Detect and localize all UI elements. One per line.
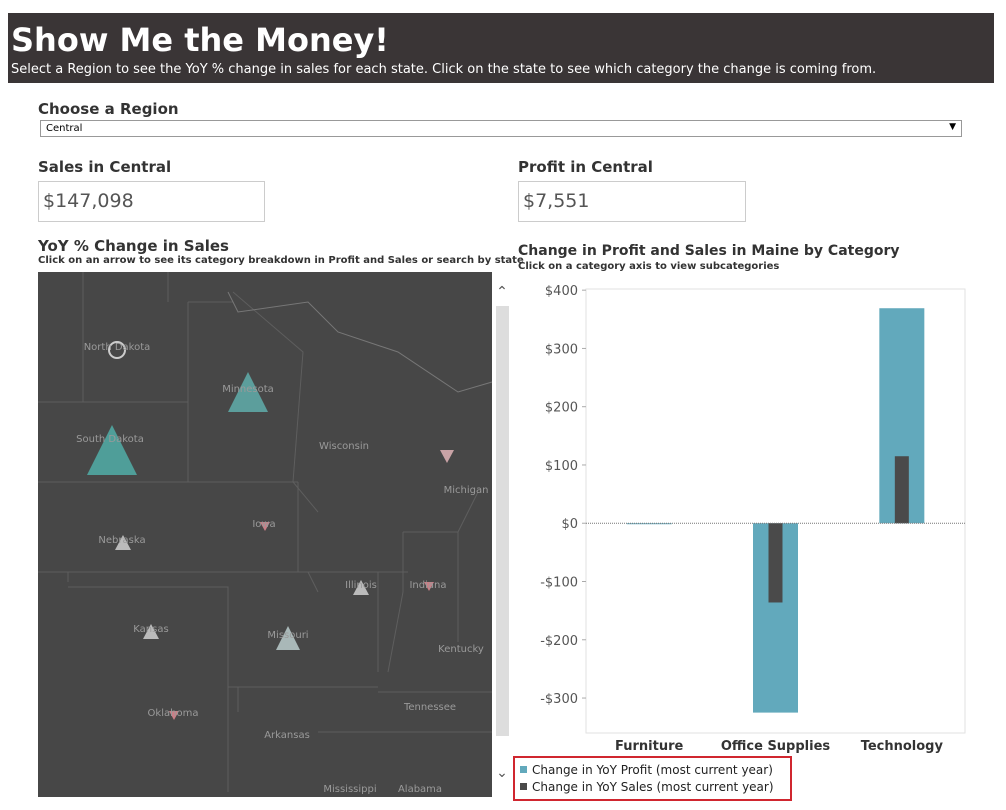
chart-title: Change in Profit and Sales in Maine by C… (518, 243, 900, 259)
x-tick-label[interactable]: Furniture (615, 739, 683, 754)
x-tick-label[interactable]: Office Supplies (721, 739, 831, 754)
kpi-label: Profit in Central (518, 158, 653, 176)
state-label: Alabama (398, 784, 442, 795)
y-tick-label: $400 (545, 284, 578, 299)
header: Show Me the Money! Select a Region to se… (8, 13, 994, 83)
y-tick-label: -$300 (540, 692, 578, 707)
kpi-value: $147,098 (38, 181, 265, 222)
legend-box (513, 756, 792, 801)
state-label: North Dakota (84, 342, 151, 353)
plot-frame (585, 288, 966, 734)
kpi-value: $7,551 (518, 181, 746, 222)
state-label: South Dakota (76, 434, 144, 445)
marker[interactable] (260, 522, 270, 531)
map-subtitle: Click on an arrow to see its category br… (38, 255, 524, 266)
dropdown-arrow: ▼ (949, 122, 956, 132)
markers (87, 341, 454, 720)
marker[interactable] (143, 624, 159, 639)
state-label: Arkansas (264, 730, 310, 741)
marker[interactable] (108, 341, 126, 359)
y-tick-label: $300 (545, 342, 578, 357)
state-label: Missouri (267, 630, 308, 641)
chart-subtitle: Click on a category axis to view subcate… (518, 261, 779, 272)
legend-swatch (520, 766, 527, 773)
state-label: Indiana (409, 580, 446, 591)
marker[interactable] (228, 372, 268, 412)
state-label: Iowa (252, 519, 275, 530)
state-label: Kansas (133, 624, 168, 635)
marker[interactable] (440, 450, 454, 463)
state-label: Kentucky (438, 644, 484, 655)
title: Show Me the Money! (11, 21, 389, 59)
state-label: Nebraska (98, 535, 145, 546)
marker[interactable] (115, 535, 131, 550)
region-dropdown[interactable]: Central ▼ (40, 120, 962, 137)
state-label: Mississippi (323, 784, 376, 795)
legend-swatch (520, 783, 527, 790)
marker[interactable] (353, 580, 369, 595)
y-tick-label: $100 (545, 459, 578, 474)
bar (626, 523, 672, 525)
map-background (38, 272, 492, 797)
y-tick-label: $0 (561, 517, 578, 532)
marker[interactable] (169, 711, 179, 720)
map-title: YoY % Change in Sales (38, 237, 229, 255)
y-tick-label: $200 (545, 401, 578, 416)
y-tick-label: -$200 (540, 634, 578, 649)
x-tick-label[interactable]: Technology (861, 739, 944, 754)
scroll-down[interactable]: ⌄ (496, 765, 508, 781)
dropdown-value: Central (46, 123, 83, 134)
marker[interactable] (87, 425, 137, 475)
state-label: Illinois (345, 580, 377, 591)
legend-label: Change in YoY Sales (most current year) (532, 780, 774, 794)
marker[interactable] (276, 626, 300, 650)
state-label: Oklahoma (148, 708, 199, 719)
state-label: Michigan (444, 485, 489, 496)
state-label: Minnesota (222, 384, 274, 395)
y-tick-label: -$100 (540, 576, 578, 591)
filter-label: Choose a Region (38, 100, 179, 118)
state-label: Tennessee (403, 702, 456, 713)
kpi-label: Sales in Central (38, 158, 172, 176)
marker[interactable] (424, 582, 434, 591)
scroll-up[interactable]: ⌃ (496, 284, 508, 300)
bar (894, 456, 909, 524)
map[interactable]: ⌃ ⌄ North Dakota Minnesota South Dakota Wis… (38, 272, 512, 797)
scrollbar-thumb[interactable] (496, 306, 509, 736)
state-label: Wisconsin (319, 441, 369, 452)
legend-label: Change in YoY Profit (most current year) (532, 763, 773, 777)
state-borders (38, 272, 493, 792)
subtitle: Select a Region to see the YoY % change … (11, 62, 877, 77)
bar-chart: Change in Profit and Sales in Maine by C… (513, 243, 966, 801)
bar (768, 523, 783, 603)
